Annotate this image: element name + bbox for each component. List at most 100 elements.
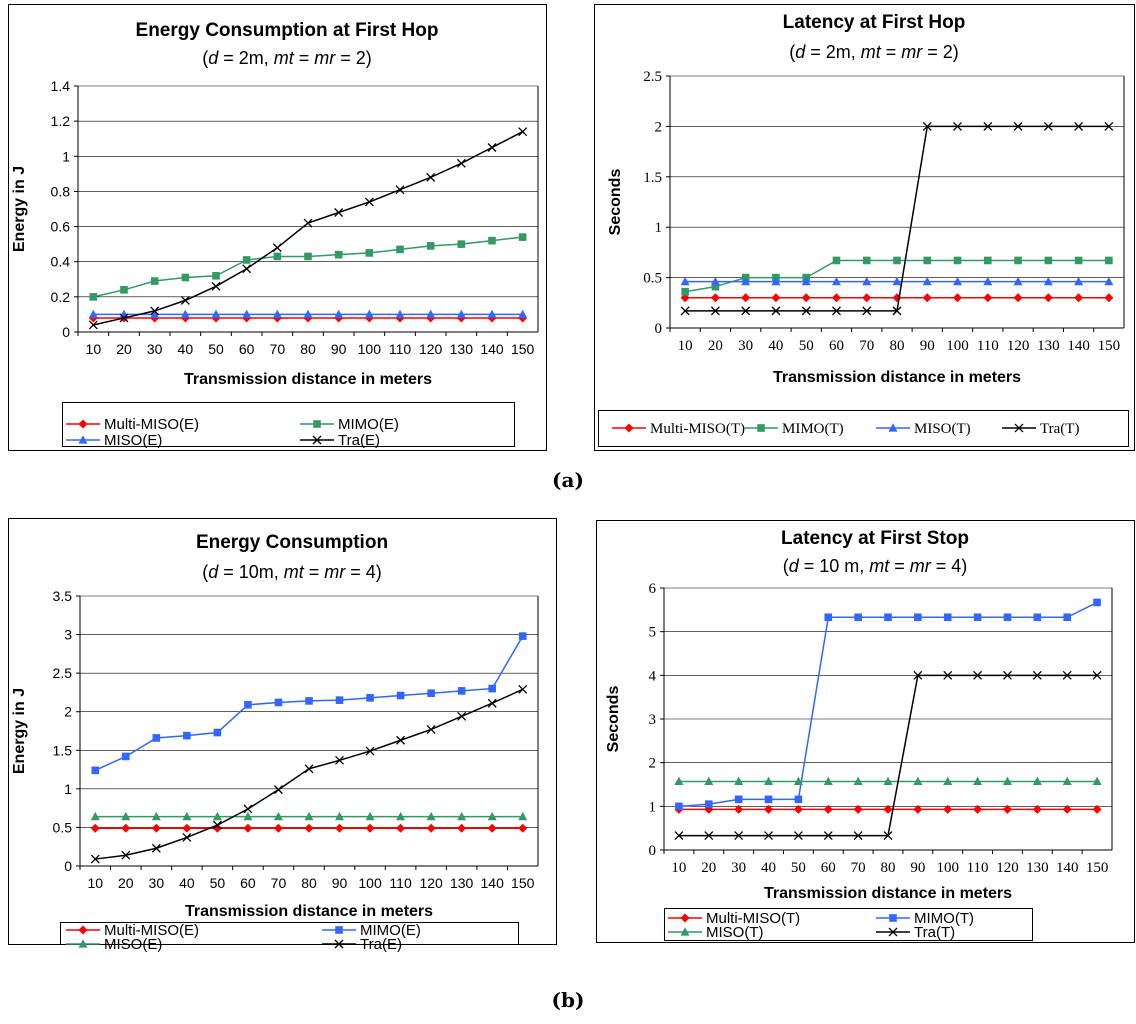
data-point-mimo-e	[366, 694, 374, 702]
data-point-tra-e	[395, 185, 405, 195]
legend-label: MIMO(E)	[360, 922, 421, 939]
data-point-miso-e	[518, 309, 528, 319]
data-point-tra-e	[456, 158, 466, 168]
data-point-mimo-e	[120, 286, 128, 294]
chart-subtitle-part: (	[789, 42, 795, 62]
data-point-multi-miso-t	[741, 293, 751, 303]
data-point-miso-t	[883, 776, 893, 786]
legend-item-mimo-t: MIMO(T)	[744, 421, 844, 437]
x-tick-label: 80	[300, 341, 316, 357]
figure-caption-a: (a)	[552, 468, 584, 492]
series-tra-t	[680, 121, 1114, 316]
data-point-tra-e	[487, 143, 497, 152]
data-point-miso-t	[680, 276, 690, 286]
data-point-mimo-e	[273, 252, 282, 261]
data-point-miso-t	[764, 776, 774, 786]
data-point-miso-t	[831, 276, 841, 286]
y-tick-label: 1	[655, 220, 663, 236]
data-point-mimo-e	[150, 277, 159, 285]
x-tick-label: 40	[761, 860, 776, 876]
x-tick-label: 120	[996, 860, 1019, 876]
data-point-miso-t	[973, 776, 983, 786]
data-point-mimo-e	[488, 684, 496, 693]
x-tick-label: 50	[799, 338, 814, 354]
x-tick-label: 50	[791, 860, 806, 876]
legend-item-miso-e: MISO(E)	[66, 432, 162, 449]
series-multi-miso-e	[90, 823, 528, 833]
data-point-tra-e	[121, 850, 131, 860]
legend-label: Tra(T)	[1040, 421, 1079, 437]
data-point-tra-t	[734, 831, 744, 841]
data-point-mimo-e	[365, 249, 374, 257]
legend-label: Multi-MISO(T)	[706, 910, 800, 927]
x-tick-label: 120	[419, 341, 443, 357]
legend-label: MISO(T)	[706, 924, 764, 941]
data-point-miso-e	[518, 811, 528, 821]
chart-subtitle-part: mr	[910, 556, 932, 576]
x-tick-label: 20	[708, 338, 723, 354]
x-axis-label: Transmission distance in meters	[185, 903, 433, 920]
data-point-tra-e	[457, 711, 467, 721]
data-point-miso-t	[1032, 776, 1042, 786]
x-tick-label: 20	[118, 875, 134, 891]
data-point-mimo-t	[705, 800, 713, 808]
y-axis-label: Energy in J	[11, 688, 28, 774]
data-point-multi-miso-e	[396, 823, 406, 833]
chart-subtitle-part: = 4)	[931, 556, 968, 576]
data-point-tra-e	[304, 764, 314, 774]
chart-subtitle-part: = 2)	[335, 48, 372, 68]
data-point-tra-e	[243, 804, 253, 814]
chart-subtitle: (d = 10 m, mt = mr = 4)	[783, 556, 968, 576]
chart-subtitle-part: d	[208, 562, 219, 582]
y-tick-label: 1	[62, 148, 70, 164]
data-point-miso-e	[180, 309, 190, 319]
x-tick-label: 50	[208, 341, 224, 357]
legend-box	[62, 402, 515, 447]
chart-subtitle-part: d	[208, 48, 219, 68]
data-point-tra-t	[680, 306, 690, 316]
data-point-multi-miso-e	[243, 823, 253, 833]
legend-item-tra-t: Tra(T)	[876, 924, 955, 941]
x-tick-label: 130	[450, 875, 474, 891]
data-point-multi-miso-t	[973, 804, 983, 814]
chart-subtitle-part: mr	[314, 48, 336, 68]
series-miso-t	[680, 276, 1114, 286]
data-point-miso-e	[151, 811, 161, 821]
chart-subtitle-part: =	[881, 42, 902, 62]
data-point-mimo-t	[1033, 613, 1042, 622]
data-point-miso-t	[1092, 776, 1102, 786]
data-point-mimo-t	[1014, 256, 1022, 265]
chart-title: Latency at First Stop	[781, 528, 969, 549]
data-point-mimo-t	[1105, 256, 1113, 265]
data-point-tra-t	[793, 831, 803, 841]
data-point-miso-e	[303, 309, 313, 319]
data-point-mimo-t	[734, 795, 743, 804]
legend-swatch-marker	[888, 423, 898, 432]
data-point-mimo-t	[832, 256, 841, 265]
data-point-mimo-e	[488, 236, 496, 245]
data-point-mimo-t	[1003, 613, 1012, 622]
x-tick-label: 100	[358, 875, 382, 891]
data-point-multi-miso-t	[983, 293, 993, 303]
legend-swatch-marker	[624, 423, 634, 433]
legend-swatch-marker	[334, 939, 344, 949]
data-point-miso-t	[853, 776, 863, 786]
x-tick-label: 60	[240, 875, 256, 891]
data-point-multi-miso-e	[518, 823, 528, 833]
figure-caption-b: (b)	[551, 988, 585, 1012]
data-point-miso-t	[922, 276, 932, 286]
data-point-mimo-t	[884, 613, 892, 622]
legend-item-multi-miso-t: Multi-MISO(T)	[668, 910, 800, 927]
y-tick-label: 1	[649, 799, 657, 815]
x-tick-label: 70	[859, 338, 874, 354]
y-tick-label: 3.5	[53, 588, 73, 604]
data-point-tra-e	[364, 197, 374, 207]
data-point-multi-miso-t	[1104, 293, 1114, 303]
data-point-miso-e	[487, 811, 497, 821]
data-point-miso-t	[1002, 776, 1012, 786]
x-tick-label: 110	[977, 338, 999, 354]
chart-subtitle-part: = 4)	[345, 562, 382, 582]
chart-subtitle-part: d	[789, 556, 800, 576]
data-point-tra-t	[953, 121, 962, 131]
data-point-multi-miso-t	[831, 293, 841, 303]
